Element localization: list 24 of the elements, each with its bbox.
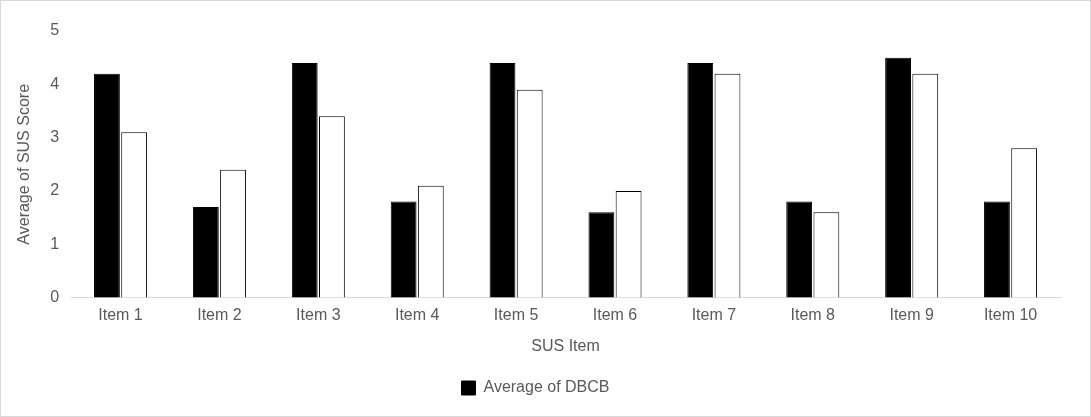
y-axis-title: Average of SUS Score — [15, 83, 33, 245]
x-tick-label: Item 9 — [889, 305, 934, 323]
x-tick-label: Item 8 — [790, 305, 836, 323]
x-tick-label: Item 5 — [493, 305, 539, 323]
x-tick-label: Item 3 — [296, 305, 341, 323]
x-tick-label: Item 4 — [394, 305, 440, 323]
x-tick-label: Item 6 — [592, 305, 638, 323]
bar — [588, 212, 615, 298]
x-tick-label: Item 2 — [197, 305, 242, 323]
bar — [390, 201, 417, 298]
x-axis-title: SUS Item — [531, 336, 600, 354]
y-tick-label: 5 — [50, 21, 60, 39]
y-tick-label: 2 — [50, 181, 60, 199]
x-tick-label: Item 7 — [691, 305, 737, 323]
x-tick-label: Item 10 — [983, 305, 1038, 323]
y-tick-label: 0 — [50, 288, 60, 306]
x-tick-label: Item 1 — [98, 305, 143, 323]
bar — [94, 73, 120, 298]
bar — [885, 57, 911, 298]
bar — [291, 62, 318, 298]
y-tick-label: 3 — [50, 128, 60, 146]
y-tick-label: 4 — [50, 74, 60, 92]
y-tick-label: 1 — [50, 234, 60, 252]
legend-label: Average of DBCB — [483, 378, 610, 396]
